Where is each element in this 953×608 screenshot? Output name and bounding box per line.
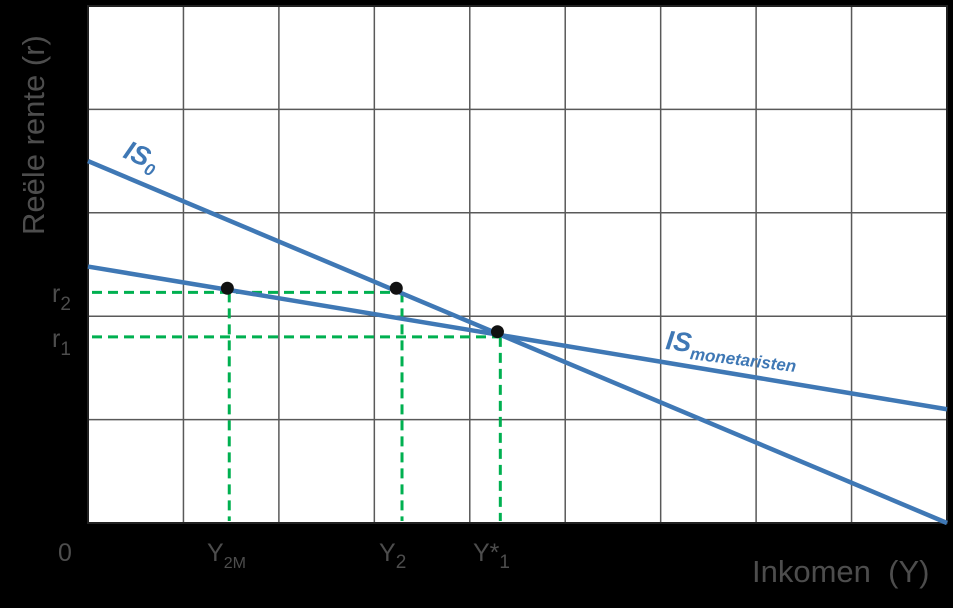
curve-is0	[87, 159, 948, 526]
ystar1-tick-label: Y*1	[473, 539, 510, 573]
reference-dashed-lines	[92, 290, 502, 521]
grid-lines	[87, 5, 948, 524]
intersection-markers	[220, 281, 504, 339]
marker-point	[220, 281, 234, 295]
r2-tick-label: r2	[52, 280, 71, 315]
origin-label: 0	[58, 539, 72, 567]
x-axis-title: Inkomen (Y)	[752, 554, 929, 589]
y-axis-title: Reële rente (r)	[16, 35, 51, 235]
r1-tick-label: r1	[52, 325, 71, 360]
plot-border	[87, 5, 948, 524]
marker-point	[490, 325, 504, 339]
plot-area	[88, 6, 947, 523]
y2-tick-label: Y2	[379, 539, 406, 573]
y2m-tick-label: Y2M	[207, 539, 246, 572]
marker-point	[389, 281, 403, 295]
